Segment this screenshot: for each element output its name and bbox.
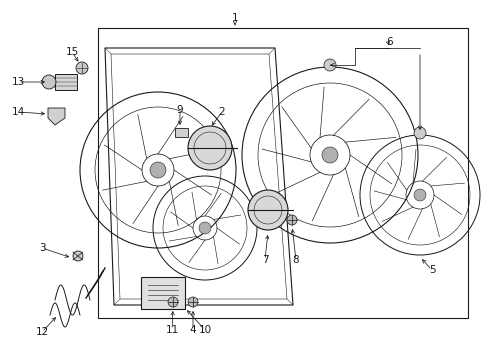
Circle shape [150, 162, 165, 178]
Text: 13: 13 [11, 77, 24, 87]
Text: 15: 15 [65, 47, 79, 57]
Circle shape [187, 126, 231, 170]
Circle shape [76, 62, 88, 74]
Text: 5: 5 [428, 265, 434, 275]
Circle shape [42, 75, 56, 89]
Bar [55, 74, 77, 90]
Text: 11: 11 [165, 325, 178, 335]
Circle shape [73, 251, 83, 261]
Circle shape [247, 190, 287, 230]
Text: 2: 2 [218, 107, 225, 117]
Circle shape [187, 297, 198, 307]
Text: 12: 12 [35, 327, 48, 337]
FancyBboxPatch shape [141, 277, 184, 309]
Text: 14: 14 [11, 107, 24, 117]
Circle shape [286, 215, 296, 225]
Polygon shape [48, 108, 65, 125]
FancyBboxPatch shape [174, 127, 187, 136]
Text: 9: 9 [176, 105, 183, 115]
Circle shape [168, 297, 178, 307]
Text: 6: 6 [386, 37, 392, 47]
Circle shape [413, 189, 425, 201]
Text: 3: 3 [39, 243, 45, 253]
Circle shape [324, 59, 335, 71]
Text: 8: 8 [292, 255, 299, 265]
Text: 10: 10 [198, 325, 211, 335]
Text: 7: 7 [261, 255, 268, 265]
Circle shape [413, 127, 425, 139]
Circle shape [199, 222, 210, 234]
Circle shape [321, 147, 337, 163]
Text: 4: 4 [189, 325, 196, 335]
Text: 1: 1 [231, 13, 238, 23]
